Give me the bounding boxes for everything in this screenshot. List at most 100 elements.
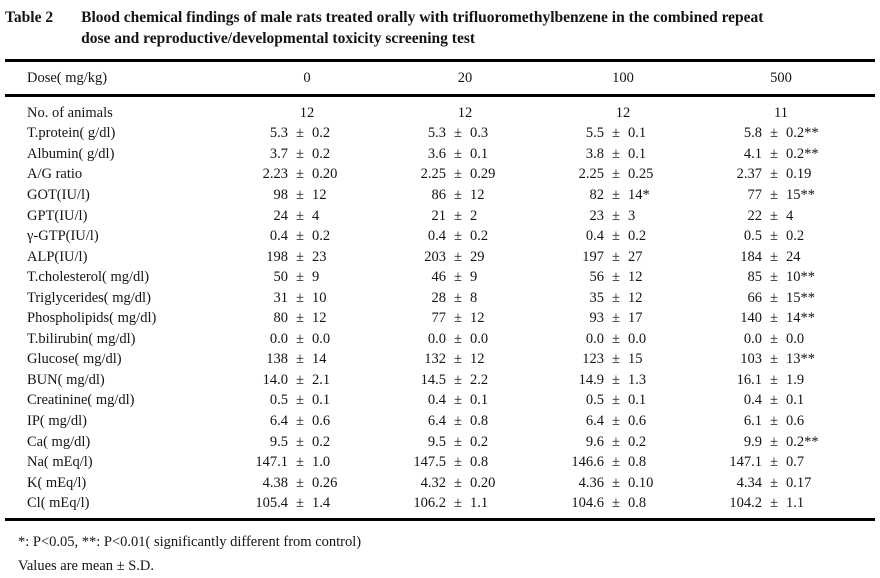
table-rule-top (5, 59, 875, 62)
table-row: Na( mEq/l) 147.1 ±1.0 147.5 ±0.8 146.6 ±0.8 147… (0, 452, 880, 473)
plus-minus-icon: ± (454, 330, 462, 347)
sd-value: 2.1 (312, 371, 331, 388)
mean-value: 4.1 (743, 145, 762, 162)
mean-value: 0.0 (269, 330, 288, 347)
mean-value: 0.4 (427, 228, 446, 245)
plus-minus-icon: ± (454, 412, 462, 429)
row-label: GPT(IU/l) (27, 207, 88, 224)
row-label: No. of animals (27, 104, 113, 121)
mean-value: 2.25 (420, 166, 446, 183)
value-cell: 4.1 ±0.2** (695, 146, 853, 163)
sd-value: 8 (470, 289, 478, 306)
value-cell: 147.1 ±1.0 (221, 454, 379, 471)
value-cell: 105.4 ±1.4 (221, 495, 379, 512)
sd-value: 14 (786, 310, 801, 327)
sd-value: 17 (628, 310, 643, 327)
sd-value: 1.4 (312, 495, 331, 512)
mean-value: 0.4 (743, 392, 762, 409)
plus-minus-icon: ± (296, 474, 304, 491)
sd-group: 12 (628, 290, 675, 307)
mean-value: 14.5 (420, 371, 446, 388)
mean-value: 0.0 (427, 330, 446, 347)
sd-value: 12 (628, 289, 643, 306)
sd-group: 0.1 (786, 392, 833, 409)
sd-value: 15 (628, 351, 643, 368)
sd-group: 0.17 (786, 475, 833, 492)
value-cell: 9.5 ±0.2 (221, 434, 379, 451)
row-label: Glucose( mg/dl) (27, 351, 122, 368)
plus-minus-icon: ± (612, 186, 620, 203)
value-cell: 5.8 ±0.2** (695, 125, 853, 142)
sd-group: 0.2 (312, 125, 359, 142)
plus-minus-icon: ± (296, 412, 304, 429)
plus-minus-icon: ± (770, 310, 778, 327)
mean-value: 14.0 (262, 371, 288, 388)
value-cell: 132 ±12 (379, 351, 537, 368)
value-cell: 147.5 ±0.8 (379, 454, 537, 471)
sd-group: 4 (312, 208, 359, 225)
value-cell: 4.36 ±0.10 (537, 475, 695, 492)
row-label: Ca( mg/dl) (27, 433, 91, 450)
plus-minus-icon: ± (454, 454, 462, 471)
table-caption: Blood chemical findings of male rats tre… (81, 7, 763, 49)
significance-mark: ** (800, 289, 816, 306)
value-cell: 0.0 ±0.0 (695, 331, 853, 348)
sd-value: 0.2 (312, 433, 331, 450)
table-row: K( mEq/l) 4.38 ±0.26 4.32 ±0.20 4.36 ±0.10 4.34… (0, 473, 880, 494)
plus-minus-icon: ± (296, 454, 304, 471)
sd-group: 0.10 (628, 475, 675, 492)
sd-value: 3 (628, 207, 636, 224)
plus-minus-icon: ± (296, 248, 304, 265)
mean-value: 140 (740, 310, 762, 327)
mean-value: 103 (740, 351, 762, 368)
mean-value: 138 (266, 351, 288, 368)
plus-minus-icon: ± (612, 412, 620, 429)
sd-value: 0.2 (312, 125, 331, 142)
sd-value: 0.2 (312, 228, 331, 245)
mean-value: 0.4 (585, 228, 604, 245)
value-cell: 12 (386, 105, 544, 122)
mean-value: 9.5 (427, 433, 446, 450)
plus-minus-icon: ± (454, 351, 462, 368)
mean-value: 77 (431, 310, 447, 327)
mean-value: 3.6 (427, 145, 446, 162)
sd-group: 0.3 (470, 125, 517, 142)
table-rule-header (5, 94, 875, 97)
sd-value: 0.1 (312, 392, 331, 409)
sd-value: 0.0 (312, 330, 331, 347)
sd-value: 0.1 (470, 392, 489, 409)
sd-group: 1.9 (786, 372, 833, 389)
sd-group: 2.1 (312, 372, 359, 389)
mean-value: 35 (589, 289, 605, 306)
plus-minus-icon: ± (770, 145, 778, 162)
mean-value: 80 (273, 310, 289, 327)
table-header-row: Dose( mg/kg) 0 20 100 500 (0, 62, 880, 94)
mean-value: 3.8 (585, 145, 604, 162)
plus-minus-icon: ± (612, 289, 620, 306)
plus-minus-icon: ± (770, 495, 778, 512)
count-value: 12 (299, 104, 315, 121)
plus-minus-icon: ± (454, 166, 462, 183)
sd-group: 0.2** (786, 125, 833, 142)
plus-minus-icon: ± (296, 166, 304, 183)
value-cell: 0.0 ±0.0 (221, 331, 379, 348)
plus-minus-icon: ± (296, 371, 304, 388)
plus-minus-icon: ± (770, 474, 778, 491)
sd-value: 0.26 (312, 474, 338, 491)
value-cell: 140 ±14** (695, 310, 853, 327)
mean-value: 23 (589, 207, 605, 224)
plus-minus-icon: ± (454, 248, 462, 265)
sd-value: 4 (786, 207, 794, 224)
value-cell: 66 ±15** (695, 290, 853, 307)
dose-header-value: 20 (457, 69, 473, 86)
sd-value: 15 (786, 186, 801, 203)
sd-group: 0.6 (786, 413, 833, 430)
table-row: Phospholipids( mg/dl) 80 ±12 77 ±12 93 ±17 140 ±… (0, 308, 880, 329)
plus-minus-icon: ± (296, 207, 304, 224)
sd-group: 10 (312, 290, 359, 307)
table-row: A/G ratio 2.23 ±0.20 2.25 ±0.29 2.25 ±0.25 2.37… (0, 165, 880, 186)
sd-group: 13** (786, 351, 833, 368)
plus-minus-icon: ± (612, 207, 620, 224)
plus-minus-icon: ± (612, 474, 620, 491)
plus-minus-icon: ± (612, 392, 620, 409)
